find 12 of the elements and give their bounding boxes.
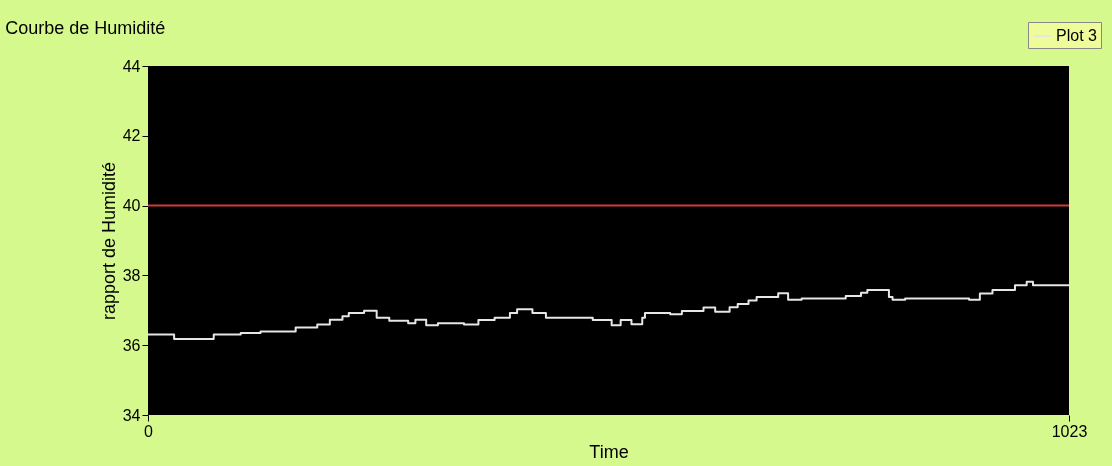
y-tick-label: 40 [122, 197, 141, 215]
y-axis-title: rapport de Humidité [98, 161, 119, 321]
y-tick-label: 38 [122, 266, 141, 284]
chart-title: Courbe de Humidité [5, 18, 166, 38]
y-tick-label: 44 [122, 57, 141, 75]
x-tick-label: 0 [144, 422, 154, 440]
y-tick-label: 34 [122, 406, 141, 424]
legend-label: Plot 3 [1056, 27, 1098, 44]
y-tick-label: 42 [122, 127, 141, 145]
y-tick-label: 36 [122, 336, 141, 354]
x-axis-title: Time [589, 441, 629, 462]
x-tick-label: 1023 [1051, 422, 1088, 440]
